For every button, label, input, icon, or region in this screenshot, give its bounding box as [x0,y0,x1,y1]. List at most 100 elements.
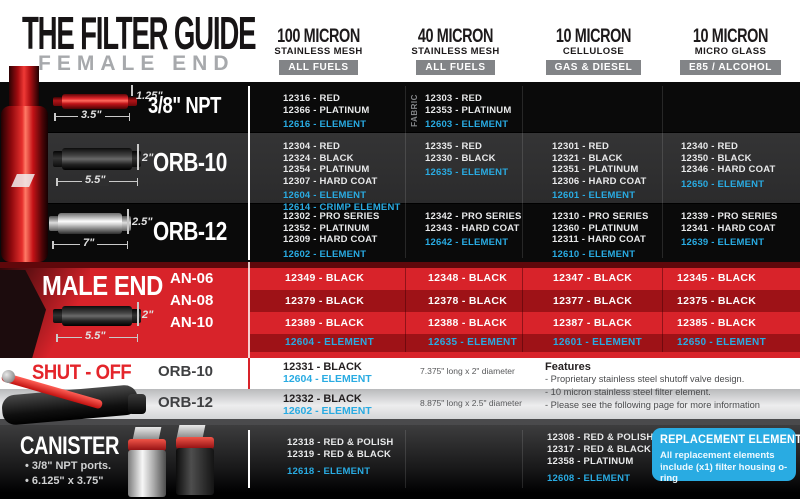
col-header-40-micron: 40 MICRON STAINLESS MESH ALL FUELS [387,26,524,75]
list-line: 12635 - ELEMENT [425,167,509,178]
list-line: 12360 - PLATINUM [552,222,639,234]
col-header-line1: 10 MICRON [555,26,632,47]
canister-photos [126,425,226,497]
size-note: 7.375" long x 2" diameter [420,366,515,376]
callout-title: REPLACEMENT ELEMENTS [660,434,800,446]
fuel-badge: ALL FUELS [416,60,495,75]
an08-band [250,290,800,312]
orb10-filter-image [53,148,141,170]
dim-height-label: 2" [142,309,154,321]
row-label-orb12: ORB-12 [153,216,227,246]
element-number: 12604 - ELEMENT [285,337,374,348]
list-line: • 6.125" x 3.75" [25,475,104,487]
cell-orb10-40micron: 12335 - RED 12330 - BLACK 12635 - ELEMENT [425,141,508,179]
replacement-elements-callout: REPLACEMENT ELEMENTS All replacement ele… [652,428,800,484]
row-band-orb10 [46,132,800,204]
part-number: 12389 - BLACK [285,317,365,329]
elements-band [250,334,800,352]
list-line: 12601 - ELEMENT [552,190,636,201]
list-line: 12324 - BLACK [283,152,354,164]
size-note: 8.875" long x 2.5" diameter [420,398,522,408]
list-line: 12350 - BLACK [681,152,752,164]
female-end-section-label: FEMALE END [38,52,235,75]
part-number: 12349 - BLACK [285,272,365,284]
callout-body: All replacement elements include (x1) fi… [660,450,788,484]
col-header-line2: STAINLESS MESH [274,46,363,57]
list-line: 12650 - ELEMENT [681,178,765,190]
list-line: 12618 - ELEMENT [287,466,371,477]
an08-label: AN-08 [170,292,214,309]
col-header-10-micron-cellulose: 10 MICRON CELLULOSE GAS & DIESEL [525,26,662,75]
dim-height-label: 1.25" [136,90,163,102]
shut-off-section: SHUT - OFF ORB-10 ORB-12 12331 - BLACK 1… [0,358,800,425]
male-end-top-band [0,262,800,268]
list-line: 12602 - ELEMENT [283,248,367,260]
npt-filter-image [53,94,137,109]
canister-bullets: • 3/8" NPT ports. • 6.125" x 3.75" [25,459,111,489]
list-line: 12335 - RED [425,141,483,152]
header: THE FILTER GUIDE FEMALE END 100 MICRON S… [0,0,800,82]
cell-orb12-40micron: 12342 - PRO SERIES 12343 - HARD COAT 1264… [425,211,522,249]
list-line: 12321 - BLACK [552,152,623,164]
row-label-npt: 3/8" NPT [148,92,222,118]
orb12-filter-image [49,213,131,234]
male-filter-image [53,306,141,326]
list-line: 12330 - BLACK [425,152,496,164]
list-line: 12308 - RED & POLISH [547,432,654,443]
column-divider [405,430,406,488]
cell-canister-10micron-cellulose: 12308 - RED & POLISH 12317 - RED & BLACK 1… [547,432,653,485]
part-number: 12387 - BLACK [553,317,633,329]
list-line: 12306 - HARD COAT [552,175,647,187]
list-line: 12310 - PRO SERIES [552,211,649,222]
part-number: 12348 - BLACK [428,272,508,284]
element-number: 12602 - ELEMENT [283,405,372,417]
list-line: 12319 - RED & BLACK [287,449,392,460]
cell-npt-100micron: 12316 - RED 12366 - PLATINUM 12616 - ELEM… [283,93,369,131]
dim-height-label: 2" [142,152,154,164]
part-number: 12331 - BLACK [283,361,362,373]
list-line: 12307 - HARD COAT [283,175,378,187]
list-line: - 10 micron stainless steel filter eleme… [545,386,711,397]
female-end-section: 1.25" 3.5" 3/8" NPT 2" 5.5" ORB-10 2.5" … [0,66,800,262]
col-header-10-micron-micro-glass: 10 MICRON MICRO GLASS E85 / ALCOHOL [662,26,799,75]
col-header-line2: MICRO GLASS [694,46,767,57]
list-line: 12351 - PLATINUM [552,164,639,175]
cell-npt-40micron: 12303 - RED 12353 - PLATINUM 12603 - ELEM… [425,93,511,131]
dim-tick [131,85,133,96]
list-line: 12616 - ELEMENT [283,119,367,130]
row-label-orb10: ORB-10 [153,147,227,177]
dim-length-label: 7" [80,237,98,249]
main-divider [248,262,250,358]
list-line: 12366 - PLATINUM [283,104,370,116]
col-header-line1: 40 MICRON [417,26,494,47]
canister-title: CANISTER [20,432,120,460]
list-line: 12639 - ELEMENT [681,237,765,248]
list-line: 12303 - RED [425,93,483,104]
cell-orb10-10micron-cellulose: 12301 - RED 12321 - BLACK 12351 - PLATINUM… [552,141,647,202]
list-line: 12346 - HARD COAT [681,164,776,175]
element-number: 12601 - ELEMENT [553,337,642,348]
part-number: 12347 - BLACK [553,272,633,284]
fuel-badge: GAS & DIESEL [545,60,642,75]
list-line: 12341 - HARD COAT [681,222,776,234]
an10-label: AN-10 [170,314,214,331]
column-divider [662,86,663,258]
list-line: 12301 - RED [552,141,610,152]
list-line: 12304 - RED [283,141,341,152]
element-number: 12604 - ELEMENT [283,373,372,385]
fuel-badge: E85 / ALCOHOL [680,60,781,75]
list-line: 12610 - ELEMENT [552,248,636,260]
features-list: - Proprietary stainless steel shutoff va… [545,373,760,411]
list-line: 12302 - PRO SERIES [283,211,380,222]
part-number: 12378 - BLACK [428,295,508,307]
list-line: 12358 - PLATINUM [547,456,634,467]
list-line: 12342 - PRO SERIES [425,211,522,222]
an06-label: AN-06 [170,270,214,287]
cell-orb12-10micron-cellulose: 12310 - PRO SERIES 12360 - PLATINUM 12311 … [552,211,649,260]
part-number: 12388 - BLACK [428,317,508,329]
fabric-watermark: FABRIC [409,94,419,127]
red-filter-photo [0,66,52,262]
list-line: • 3/8" NPT ports. [25,460,112,472]
part-number: 12379 - BLACK [285,295,365,307]
shutoff-orb12-label: ORB-12 [158,394,214,411]
